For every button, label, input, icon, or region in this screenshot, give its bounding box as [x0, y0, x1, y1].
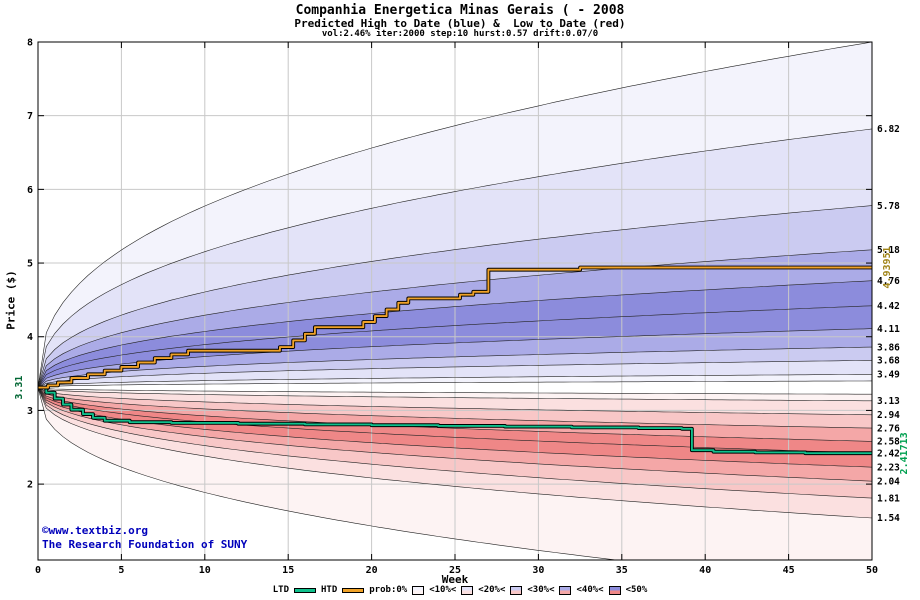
svg-text:2.42: 2.42	[877, 448, 900, 459]
legend-prob-30-label: <30%<	[527, 585, 555, 595]
svg-text:1.81: 1.81	[877, 493, 900, 504]
svg-text:2.94: 2.94	[877, 410, 900, 421]
chart-title: Companhia Energetica Minas Gerais ( - 20…	[295, 3, 625, 18]
svg-text:10: 10	[199, 565, 211, 576]
legend-htd-label: HTD	[321, 585, 338, 595]
start-price-label: 3.31	[14, 376, 25, 400]
htd-step-line	[38, 265, 872, 390]
svg-text:2.04: 2.04	[877, 476, 900, 487]
legend-prob-20-label: <20%<	[478, 585, 506, 595]
legend-prob-zero-label: prob:0%	[369, 585, 408, 595]
chart-subtitle: Predicted High to Date (blue) & Low to D…	[294, 17, 626, 30]
legend-prob-10-label: <10%<	[429, 585, 457, 595]
svg-text:4.11: 4.11	[877, 324, 900, 335]
ltd-step-line	[38, 385, 872, 456]
chart-parameters: vol:2.46% iter:2000 step:10 hurst:0.57 d…	[321, 29, 599, 39]
chart-legend: LTD HTD prob:0% <10%< <20%< <30%< <40%< …	[0, 585, 920, 595]
svg-text:7: 7	[27, 111, 33, 122]
svg-text:5.18: 5.18	[877, 245, 900, 256]
svg-text:2.58: 2.58	[877, 437, 900, 448]
svg-text:3.86: 3.86	[877, 342, 900, 353]
svg-text:20: 20	[366, 565, 378, 576]
legend-htd-swatch	[342, 587, 365, 593]
svg-text:8: 8	[27, 38, 33, 49]
legend-prob-50-label: <50%	[625, 585, 648, 595]
htd-final-value-label: 4.93951	[882, 246, 893, 288]
svg-text:15: 15	[282, 565, 294, 576]
svg-text:35: 35	[616, 565, 628, 576]
svg-text:25: 25	[449, 565, 461, 576]
watermark-url: ©www.textbiz.org	[42, 524, 148, 537]
watermark-org: The Research Foundation of SUNY	[42, 538, 248, 551]
ltd-final-value-label: 2.41713	[899, 432, 910, 474]
right-value-labels: 6.82 5.78 5.18 4.76 4.42 4.11 3.86 3.68 3.49 3.13…	[877, 124, 900, 524]
legend-prob-40-label: <40%<	[576, 585, 604, 595]
svg-text:6.82: 6.82	[877, 124, 900, 135]
legend-prob-swatch-30	[510, 585, 523, 595]
y-axis-title: Price ($)	[4, 270, 18, 330]
svg-text:3: 3	[27, 406, 33, 417]
legend-prob-swatch-20	[461, 585, 474, 595]
svg-text:2.23: 2.23	[877, 462, 900, 473]
svg-text:3.68: 3.68	[877, 356, 900, 367]
svg-text:4.76: 4.76	[877, 276, 900, 287]
svg-text:5.78: 5.78	[877, 201, 900, 212]
svg-text:45: 45	[783, 565, 795, 576]
svg-text:3.49: 3.49	[877, 370, 900, 381]
svg-text:1.54: 1.54	[877, 513, 900, 524]
legend-prob-swatch-50	[608, 585, 621, 595]
svg-text:5: 5	[27, 259, 33, 270]
probability-bands	[38, 42, 872, 560]
legend-prob-swatch-10	[412, 585, 425, 595]
svg-text:40: 40	[699, 565, 711, 576]
legend-ltd-label: LTD	[272, 585, 289, 595]
svg-text:2: 2	[27, 480, 33, 491]
legend-ltd-swatch	[294, 587, 316, 593]
percentile-boundary-lines	[38, 42, 872, 560]
svg-text:6: 6	[27, 185, 33, 196]
x-axis-title: Week	[441, 573, 469, 586]
svg-text:3.13: 3.13	[877, 396, 900, 407]
svg-text:4.42: 4.42	[877, 301, 900, 312]
svg-text:30: 30	[532, 565, 544, 576]
axes	[37, 41, 873, 561]
svg-text:4: 4	[27, 332, 33, 343]
svg-text:50: 50	[866, 565, 878, 576]
legend-prob-swatch-40	[559, 585, 572, 595]
svg-text:0: 0	[35, 565, 41, 576]
svg-text:5: 5	[118, 565, 124, 576]
svg-text:2.76: 2.76	[877, 423, 900, 434]
